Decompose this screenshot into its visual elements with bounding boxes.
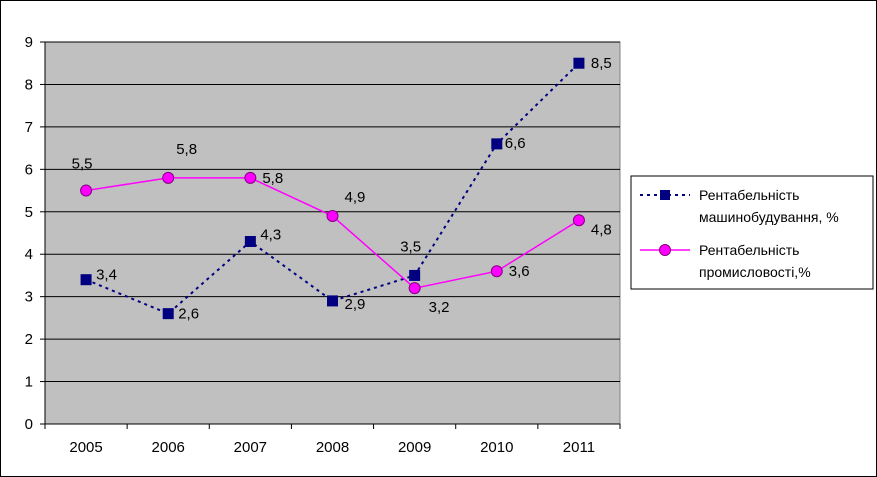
y-tick-label: 5 <box>25 204 33 221</box>
tick-labels: 0 1 2 3 4 5 6 7 8 9 2005 2006 2007 2008 2009 2010 2011 <box>25 34 595 456</box>
legend-box <box>630 175 874 290</box>
y-tick-label: 0 <box>25 416 33 433</box>
data-label: 2,9 <box>345 296 366 313</box>
data-label: 6,6 <box>505 135 526 152</box>
y-tick-label: 9 <box>25 34 33 51</box>
data-point <box>244 235 256 247</box>
data-point <box>490 265 503 278</box>
legend-marker-2 <box>659 244 671 256</box>
data-label: 5,8 <box>262 170 283 187</box>
x-tick-label: 2009 <box>398 439 431 456</box>
axes <box>40 41 621 429</box>
y-tick-label: 7 <box>25 119 33 136</box>
data-label: 8,5 <box>591 55 612 72</box>
x-tick-label: 2011 <box>563 439 595 456</box>
legend-label: Рентабельність <box>699 187 799 203</box>
data-point <box>409 269 421 281</box>
data-labels: 3,4 2,6 4,3 2,9 3,5 6,6 8,5 5,5 5,8 5,8 4,9 3,2 3,6 4… <box>72 55 612 322</box>
series-layer <box>80 57 585 320</box>
legend-label: промисловості,% <box>699 264 811 280</box>
data-point <box>162 171 175 184</box>
y-tick-label: 2 <box>25 331 33 348</box>
legend-label: Рентабельність <box>699 242 799 258</box>
plot-area <box>44 41 621 425</box>
data-label: 5,8 <box>176 141 197 158</box>
data-label: 4,8 <box>591 221 612 238</box>
data-label: 4,3 <box>260 226 281 243</box>
data-point <box>326 210 339 223</box>
data-point <box>327 295 338 307</box>
data-point <box>244 171 257 184</box>
y-tick-label: 1 <box>25 374 33 391</box>
x-tick-label: 2007 <box>234 439 267 456</box>
y-tick-label: 6 <box>25 161 33 178</box>
data-point <box>572 214 585 227</box>
data-label: 2,6 <box>178 306 199 323</box>
data-point <box>408 282 421 295</box>
x-tick-label: 2005 <box>69 439 102 456</box>
y-tick-label: 3 <box>25 289 33 306</box>
y-tick-label: 4 <box>25 246 33 263</box>
data-point <box>80 184 93 197</box>
data-point <box>80 274 92 286</box>
grid-lines <box>45 41 620 383</box>
data-label: 3,5 <box>400 238 421 255</box>
data-point <box>162 308 174 320</box>
data-label: 5,5 <box>72 156 93 173</box>
x-tick-label: 2006 <box>152 439 185 456</box>
data-label: 3,6 <box>509 263 530 280</box>
y-tick-label: 8 <box>25 76 33 93</box>
series-1 <box>80 57 585 320</box>
data-label: 3,4 <box>96 267 117 284</box>
x-tick-label: 2008 <box>316 439 349 456</box>
legend-marker-1 <box>660 190 670 200</box>
data-label: 3,2 <box>429 299 450 316</box>
data-point <box>491 138 503 150</box>
data-label: 4,9 <box>345 189 366 206</box>
legend-label: машинобудування, % <box>699 209 839 225</box>
x-tick-label: 2010 <box>480 439 513 456</box>
data-point <box>573 57 585 69</box>
legend: Рентабельність машинобудування, % Рентабел… <box>630 175 874 290</box>
series-2 <box>80 171 585 295</box>
